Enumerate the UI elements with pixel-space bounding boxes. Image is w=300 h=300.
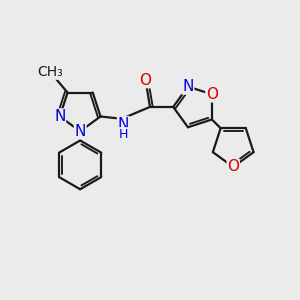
Text: N: N: [118, 117, 129, 132]
Text: H: H: [118, 128, 128, 141]
Text: CH₃: CH₃: [38, 65, 63, 79]
Text: N: N: [182, 79, 194, 94]
Text: N: N: [74, 124, 86, 139]
Text: O: O: [206, 87, 218, 102]
Text: N: N: [54, 109, 65, 124]
Text: O: O: [227, 159, 239, 174]
Text: O: O: [140, 73, 152, 88]
